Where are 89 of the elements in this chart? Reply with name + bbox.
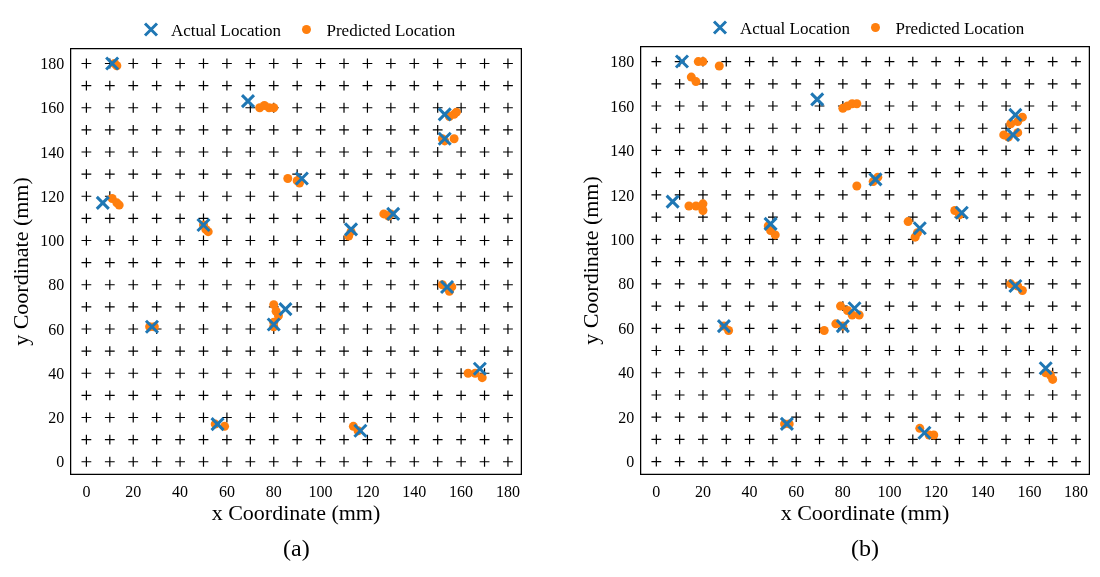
point (449, 134, 459, 144)
point (266, 317, 282, 333)
point (819, 326, 829, 336)
point (1038, 360, 1054, 376)
y-tick-label: 0 (626, 453, 635, 471)
point (277, 301, 293, 317)
x-tick-label: 40 (172, 482, 189, 500)
y-axis-title: y Coordinate (mm) (577, 176, 603, 345)
y-tick-label: 80 (48, 276, 65, 294)
y-tick-label: 40 (48, 364, 65, 382)
x-tick-label: 160 (449, 482, 474, 500)
point (343, 221, 359, 237)
point (437, 131, 453, 147)
x-axis-title: x Coordinate (mm) (211, 499, 381, 525)
point (903, 217, 913, 227)
y-tick-label: 100 (40, 232, 65, 250)
x-tick-label: 160 (1017, 482, 1042, 500)
point (294, 171, 310, 187)
point (1007, 278, 1023, 294)
x-tick-label: 20 (125, 482, 142, 500)
point (916, 425, 932, 441)
point (210, 416, 226, 432)
text: (a) (283, 535, 310, 561)
legend-label: Actual Location (740, 19, 851, 39)
point (1005, 127, 1021, 143)
y-tick-label: 120 (610, 186, 635, 204)
point (283, 174, 293, 184)
x-tick-label: 180 (495, 482, 520, 500)
x-tick-label: 100 (877, 482, 902, 500)
point (779, 416, 795, 432)
point (714, 61, 724, 71)
y-tick-label: 60 (48, 320, 65, 338)
y-tick-label: 180 (610, 53, 635, 71)
x-tick-label: 20 (694, 482, 711, 500)
y-tick-label: 80 (618, 275, 635, 293)
point (104, 55, 120, 71)
point (477, 373, 487, 383)
x-tick-label: 180 (1064, 482, 1089, 500)
y-tick-label: 0 (56, 453, 65, 471)
x-tick-label: 100 (308, 482, 333, 500)
point (809, 91, 825, 107)
legend-label: Predicted Location (326, 21, 456, 41)
x-tick-label: 40 (741, 482, 758, 500)
x-tick-label: 140 (402, 482, 427, 500)
y-tick-label: 140 (610, 142, 635, 160)
point (674, 54, 690, 70)
y-tick-label: 160 (40, 99, 65, 117)
x-tick-label: 0 (652, 482, 661, 500)
y-tick-label: 160 (610, 97, 635, 115)
legend-label: Predicted Location (895, 19, 1025, 39)
text: (b) (851, 535, 879, 561)
x-tick-label: 60 (218, 482, 235, 500)
point (385, 206, 401, 222)
y-tick-label: 140 (40, 143, 65, 161)
x-tick-label: 80 (265, 482, 282, 500)
y-axis-title: y Coordinate (mm) (7, 177, 33, 346)
point (1048, 374, 1058, 384)
point (1007, 107, 1023, 123)
point (691, 77, 701, 87)
point (352, 423, 368, 439)
point (437, 106, 453, 122)
point (912, 220, 928, 236)
legend-label: Actual Location (171, 21, 282, 41)
x-tick-label: 80 (834, 482, 851, 500)
x-tick-label: 140 (970, 482, 995, 500)
point (867, 171, 883, 187)
point (144, 319, 160, 335)
y-tick-label: 20 (618, 408, 635, 426)
point (95, 195, 111, 211)
point (954, 205, 970, 221)
x-tick-label: 0 (82, 482, 91, 500)
x-tick-label: 60 (788, 482, 805, 500)
y-tick-label: 100 (610, 230, 635, 248)
point (439, 279, 455, 295)
point (763, 216, 779, 232)
point (770, 230, 780, 240)
y-tick-label: 180 (40, 55, 65, 73)
point (665, 194, 681, 210)
y-tick-label: 20 (48, 409, 65, 427)
y-tick-label: 40 (618, 364, 635, 382)
point (852, 181, 862, 191)
y-tick-label: 120 (40, 187, 65, 205)
y-tick-label: 60 (618, 319, 635, 337)
x-tick-label: 120 (924, 482, 949, 500)
point (472, 361, 488, 377)
x-tick-label: 120 (355, 482, 380, 500)
point (847, 300, 863, 316)
x-axis-title: x Coordinate (mm) (780, 499, 950, 525)
point (240, 93, 256, 109)
